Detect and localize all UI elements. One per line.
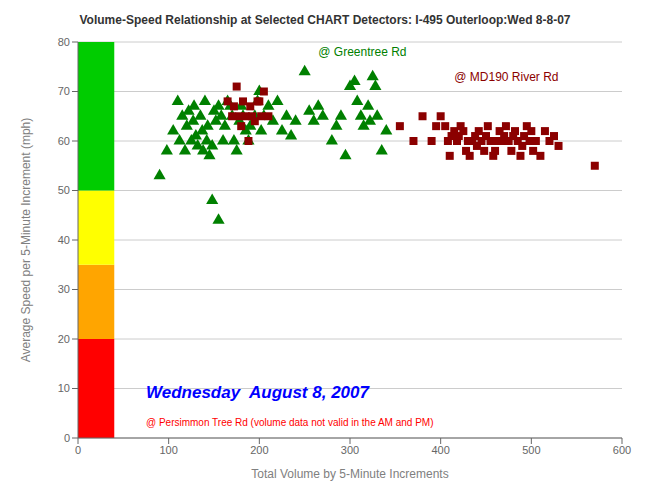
html-text:@ MD190 River Rd: @ MD190 River Rd (454, 69, 559, 84)
svg-text:30: 30 (58, 283, 70, 295)
html-text:Wednesday August 8, 2007: Wednesday August 8, 2007 (146, 383, 369, 403)
svg-text:10: 10 (58, 382, 70, 394)
html-text:@ Persimmon Tree Rd (volume da: @ Persimmon Tree Rd (volume data not val… (146, 417, 434, 429)
svg-text:50: 50 (58, 184, 70, 196)
svg-text:20: 20 (58, 333, 70, 345)
svg-text:200: 200 (250, 444, 268, 456)
svg-text:Average Speed per 5-Minute Inc: Average Speed per 5-Minute Increment (mp… (19, 118, 33, 363)
html-text:@ Greentree Rd: @ Greentree Rd (318, 45, 407, 60)
svg-text:70: 70 (58, 85, 70, 97)
svg-text:100: 100 (159, 444, 177, 456)
svg-text:Total Volume by 5-Minute Incre: Total Volume by 5-Minute Increments (251, 467, 448, 481)
svg-text:400: 400 (431, 444, 449, 456)
svg-text:0: 0 (75, 444, 81, 456)
svg-text:300: 300 (341, 444, 359, 456)
svg-text:500: 500 (522, 444, 540, 456)
svg-text:60: 60 (58, 135, 70, 147)
html-text:Volume-Speed Relationship at S: Volume-Speed Relationship at Selected CH… (79, 13, 571, 27)
svg-text:40: 40 (58, 234, 70, 246)
svg-text:80: 80 (58, 36, 70, 48)
svg-text:0: 0 (64, 432, 70, 444)
svg-text:600: 600 (613, 444, 631, 456)
